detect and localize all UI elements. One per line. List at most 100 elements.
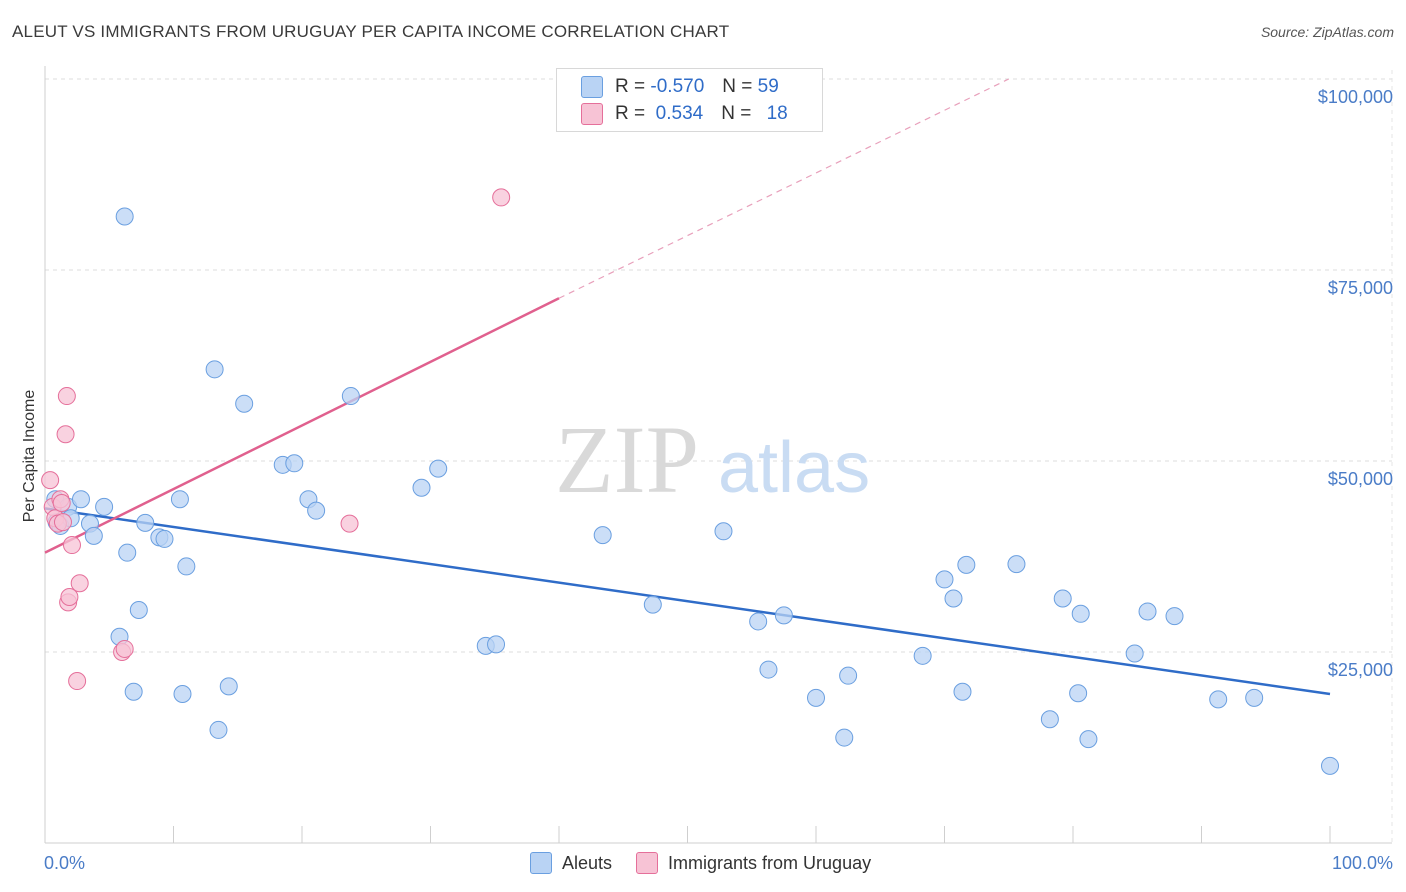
y-tick-label: $75,000 (1328, 278, 1393, 298)
y-tick-labels: $25,000 $50,000 $75,000 $100,000 (1318, 87, 1393, 680)
uruguay-point (62, 536, 81, 555)
legend-label-uruguay: Immigrants from Uruguay (668, 852, 872, 873)
aleut-point (177, 557, 196, 576)
aleut-point (95, 497, 114, 516)
uruguay-swatch (636, 852, 659, 874)
aleut-point (714, 522, 733, 541)
aleut-point (115, 207, 134, 226)
uruguay-point (53, 513, 72, 532)
uruguay-point (115, 639, 134, 658)
aleut-point (643, 595, 662, 614)
chart-title: ALEUT VS IMMIGRANTS FROM URUGUAY PER CAP… (12, 22, 730, 41)
aleut-point (71, 490, 90, 509)
trend-lines (44, 78, 1331, 696)
uruguay-swatch (581, 103, 603, 125)
aleut-point (307, 501, 326, 520)
aleut-point (136, 513, 155, 532)
aleut-point (1321, 756, 1339, 775)
aleut-point (285, 454, 304, 473)
aleut-point (173, 685, 192, 704)
aleut-point (124, 682, 143, 701)
aleut-point (1165, 607, 1184, 626)
aleut-point (1138, 602, 1157, 621)
aleut-point (1069, 684, 1088, 703)
aleut-point (118, 543, 137, 562)
watermark-atlas: atlas (718, 428, 870, 508)
axes (44, 66, 1392, 844)
aleut-point (429, 459, 448, 478)
watermark: ZIP atlas (555, 406, 870, 513)
uruguay-trend-line (44, 297, 560, 554)
uruguay-point (70, 574, 89, 593)
uruguay-point (68, 672, 87, 691)
aleut-point (957, 555, 976, 574)
aleut-point (1209, 690, 1228, 709)
series-legend: Aleuts Immigrants from Uruguay (530, 852, 895, 874)
aleut-point (749, 612, 768, 631)
legend-r-label: R = (615, 103, 646, 124)
legend-label-aleuts: Aleuts (562, 852, 613, 873)
uruguay-point (340, 514, 359, 533)
uruguay-point (52, 494, 71, 513)
grid-lines (45, 70, 1393, 843)
aleut-point (219, 677, 238, 696)
legend-item-uruguay[interactable]: Immigrants from Uruguay (636, 852, 871, 874)
correlation-legend: R = -0.570 N = 59 R = 0.534 N = 18 (556, 68, 823, 132)
aleut-point (1245, 688, 1264, 707)
aleut-point (935, 570, 954, 589)
aleut-point (1040, 710, 1059, 729)
aleuts-swatch (581, 76, 603, 98)
aleut-point (1007, 555, 1026, 574)
aleut-point (835, 728, 854, 747)
y-tick-label: $25,000 (1328, 660, 1393, 680)
aleut-point (807, 688, 825, 707)
uruguay-point (41, 471, 60, 490)
aleut-point (235, 394, 254, 413)
legend-r-value: -0.570 (650, 76, 705, 97)
aleut-point (759, 660, 778, 679)
aleut-point (341, 387, 360, 406)
legend-r-value: 0.534 (650, 103, 704, 124)
x-tick-label: 100.0% (1332, 853, 1393, 873)
aleut-point (953, 682, 972, 701)
uruguay-point (60, 587, 79, 606)
source-label: Source: ZipAtlas.com (1260, 24, 1394, 40)
aleut-point (129, 600, 148, 619)
legend-n-value: 59 (757, 76, 779, 97)
aleuts-trend-line (44, 507, 1331, 696)
y-tick-label: $50,000 (1328, 469, 1393, 489)
aleut-point (155, 529, 174, 548)
aleut-point (205, 360, 224, 379)
aleut-point (170, 490, 189, 509)
watermark-zip: ZIP (555, 406, 699, 513)
aleut-point (593, 526, 612, 545)
aleut-point (1053, 589, 1072, 608)
legend-n-label: N = (722, 76, 753, 97)
aleut-point (412, 478, 431, 497)
uruguay-point (492, 188, 511, 207)
aleut-point (1079, 730, 1098, 749)
aleut-point (839, 666, 858, 685)
legend-n-label: N = (721, 103, 752, 124)
aleut-point (774, 606, 793, 625)
x-tick-labels: 0.0% 100.0% (44, 853, 1393, 873)
aleut-point (209, 720, 228, 739)
aleut-point (1071, 604, 1090, 623)
aleut-point (913, 646, 932, 665)
legend-row-uruguay: R = 0.534 N = 18 (581, 102, 788, 126)
x-tick-label: 0.0% (44, 853, 85, 873)
aleut-point (1125, 644, 1144, 663)
legend-row-aleuts: R = -0.570 N = 59 (581, 75, 779, 99)
uruguay-point (57, 387, 76, 406)
y-axis-label: Per Capita Income (21, 390, 38, 523)
aleut-point (487, 635, 506, 654)
legend-r-label: R = (615, 76, 646, 97)
legend-n-value: 18 (766, 103, 788, 124)
aleut-point (944, 589, 963, 608)
legend-item-aleuts[interactable]: Aleuts (530, 852, 612, 874)
aleut-point (84, 526, 103, 545)
data-points (41, 188, 1339, 775)
y-tick-label: $100,000 (1318, 87, 1393, 107)
uruguay-point (56, 425, 75, 444)
